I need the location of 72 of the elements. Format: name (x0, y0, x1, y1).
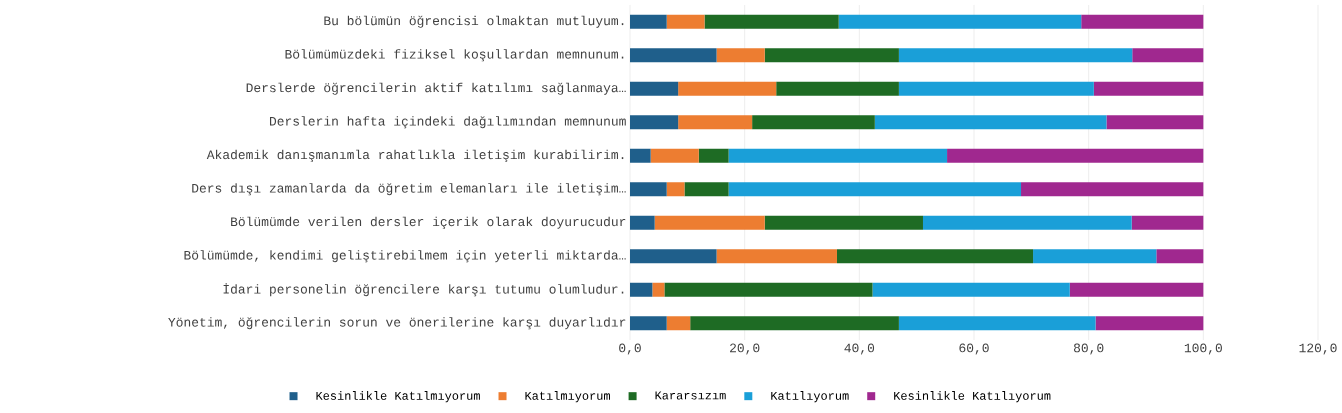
bar (630, 148, 651, 163)
bar (1069, 282, 1204, 297)
bar (678, 81, 777, 96)
legend-label: Kesinlikle Katılıyorum (894, 391, 1051, 403)
bar (630, 14, 667, 29)
bar (752, 115, 875, 130)
bar (872, 282, 1070, 297)
bar (874, 115, 1107, 130)
bar (898, 81, 1094, 96)
bar (684, 182, 729, 197)
x-tick-label: 20,0 (730, 343, 760, 355)
bar (630, 316, 667, 331)
bar (1156, 249, 1204, 264)
bar (1132, 48, 1204, 63)
y-tick-label: Akademik danışmanımla rahatlıkla iletişim kurabilirim. (206, 149, 624, 162)
bar (764, 215, 923, 230)
bar (650, 148, 699, 163)
bar (652, 282, 665, 297)
bar (630, 48, 717, 63)
bar (838, 14, 1082, 29)
bar (1033, 249, 1157, 264)
bar (764, 48, 899, 63)
bar (630, 115, 679, 130)
y-tick-label: Derslerde öğrencilerin aktif katılımı sağlanmaya… (246, 82, 626, 95)
bar (716, 48, 765, 63)
y-tick-label: Bölümümde verilen dersler içerik olarak doyurucudur (231, 216, 626, 229)
bar (690, 316, 899, 331)
bar (1081, 14, 1204, 29)
bar (947, 148, 1204, 163)
bar (630, 215, 655, 230)
bar (836, 249, 1034, 264)
legend-label: Katılmıyorum (525, 391, 610, 403)
bar (1095, 316, 1204, 331)
x-tick-label: 120,0 (1299, 343, 1337, 355)
bar (728, 148, 948, 163)
bar (698, 148, 729, 163)
bar (922, 215, 1132, 230)
legend-label: Kesinlikle Katılmıyorum (316, 391, 480, 403)
bar (666, 316, 691, 331)
y-tick-label: Bölümümüzdeki fiziksel koşullardan memnunum. (285, 49, 624, 62)
x-tick-label: 60,0 (959, 343, 989, 355)
bar (630, 182, 667, 197)
x-tick-label: 80,0 (1073, 343, 1104, 355)
bar (728, 182, 1022, 197)
y-tick-label: İdari personelin öğrencilere karşı tutumu olumludur. (223, 283, 624, 297)
bar (776, 81, 899, 96)
bar (1131, 215, 1204, 230)
x-tick-label: 0,0 (619, 343, 641, 355)
bar (654, 215, 765, 230)
bar (630, 249, 717, 264)
bar (630, 81, 679, 96)
y-tick-label: Derslerin hafta içindeki dağılımından memnunum (269, 116, 626, 129)
bar (666, 14, 705, 29)
bar (898, 316, 1096, 331)
bar (664, 282, 873, 297)
bar (716, 249, 837, 264)
bar (704, 14, 839, 29)
bar (1093, 81, 1204, 96)
y-tick-label: Bölümümde, kendimi geliştirebilmem için yeterli miktarda… (184, 250, 626, 263)
y-tick-label: Bu bölümün öğrencisi olmaktan mutluyum. (324, 15, 624, 28)
bar (630, 282, 653, 297)
bar (1106, 115, 1204, 130)
bar (678, 115, 753, 130)
bar (898, 48, 1133, 63)
bar (1021, 182, 1204, 197)
x-tick-label: 40,0 (844, 343, 875, 355)
legend-label: Katılıyorum (771, 391, 849, 403)
bar (666, 182, 685, 197)
y-tick-label: Yönetim, öğrencilerin sorun ve önerilerine karşı duyarlıdır (168, 317, 626, 330)
x-tick-label: 100,0 (1184, 343, 1222, 355)
legend-label: Kararsızım (655, 391, 726, 400)
y-tick-label: Ders dışı zamanlarda da öğretim elemanları ile iletişim… (192, 183, 626, 196)
